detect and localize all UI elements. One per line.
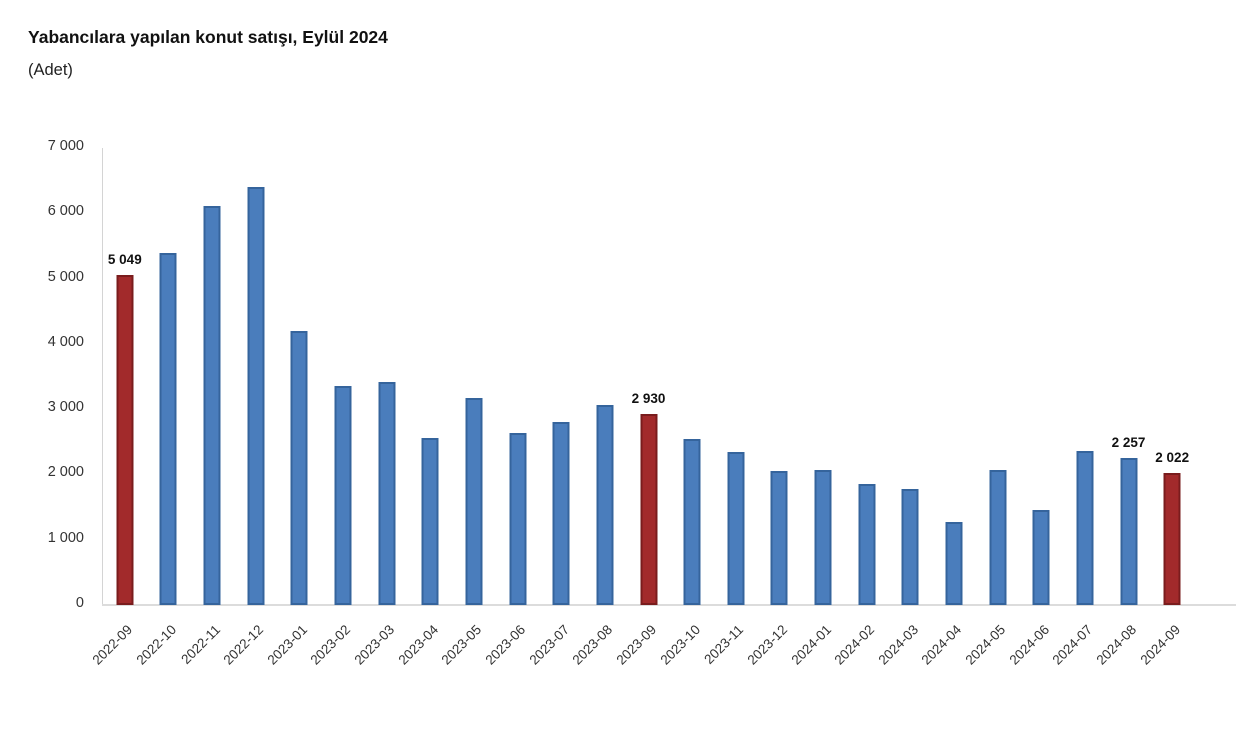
- bar-slot-2023-12: 2023-12: [744, 148, 802, 668]
- bar-2024-03: [901, 489, 919, 605]
- value-label-2024-08: 2 257: [1111, 435, 1146, 450]
- x-tick-label-2023-11: 2023-11: [701, 622, 747, 667]
- bar-slot-2024-09: 2 022 2024-09: [1137, 148, 1194, 668]
- x-tick-label-2024-09: 2024-09: [1137, 622, 1183, 668]
- bar-2022-11: [203, 206, 221, 605]
- x-tick-label-2022-09: 2022-09: [89, 622, 136, 668]
- x-tick-label-2023-05: 2023-05: [438, 622, 485, 668]
- value-label-2024-09: 2 022: [1155, 450, 1190, 465]
- x-tick-label-2023-03: 2023-03: [351, 622, 398, 668]
- chart-title: Yabancılara yapılan konut satışı, Eylül …: [28, 27, 388, 47]
- bar-slot-2024-02: 2024-02: [832, 148, 889, 668]
- bar-slot-2023-02: 2023-02: [308, 148, 365, 668]
- bar-slot-2022-11: 2022-11: [178, 148, 234, 667]
- x-tick-label-2023-06: 2023-06: [482, 622, 529, 668]
- y-tick-label: 4 000: [47, 333, 84, 350]
- bar-slot-2023-05: 2023-05: [439, 148, 496, 668]
- x-tick-label-2023-04: 2023-04: [395, 622, 441, 668]
- bar-2022-10: [159, 253, 177, 605]
- y-tick-label: 5 000: [47, 268, 84, 285]
- bar-2024-05: [989, 470, 1007, 605]
- chart-subtitle: (Adet): [28, 61, 73, 79]
- bar-2024-07: [1076, 451, 1094, 605]
- bar-2023-07: [552, 422, 570, 605]
- bar-slot-2023-06: 2023-06: [483, 148, 540, 668]
- x-tick-label-2024-02: 2024-02: [831, 622, 878, 668]
- y-axis-line: [102, 148, 103, 605]
- bar-2023-04: [421, 438, 439, 605]
- bar-slot-2024-07: 2024-07: [1050, 148, 1107, 668]
- bar-slot-2024-04: 2024-04: [919, 148, 976, 668]
- y-tick-label: 1 000: [47, 529, 84, 546]
- bar-2024-01: [814, 470, 832, 605]
- bar-slot-2023-08: 2023-08: [570, 148, 627, 668]
- x-tick-label-2022-12: 2022-12: [220, 622, 267, 668]
- x-tick-label-2024-08: 2024-08: [1093, 622, 1140, 668]
- bar-slot-2024-08: 2 257 2024-08: [1094, 148, 1151, 668]
- y-tick-label: 3 000: [47, 399, 84, 416]
- bar-2022-12: [247, 187, 265, 605]
- bar-slot-2023-04: 2023-04: [395, 148, 452, 668]
- bar-2023-11: [727, 452, 745, 605]
- y-tick-label: 2 000: [47, 464, 84, 481]
- bar-slot-2022-09: 5 049 2022-09: [90, 148, 147, 668]
- x-tick-label-2023-10: 2023-10: [657, 622, 703, 668]
- bar-slot-2024-06: 2024-06: [1006, 148, 1063, 668]
- bar-2023-05: [465, 398, 483, 605]
- bar-slot-2023-09: 2 930 2023-09: [613, 148, 671, 668]
- bar-2023-02: [334, 386, 352, 605]
- x-tick-label-2023-02: 2023-02: [307, 622, 354, 668]
- bar-2023-08: [596, 405, 614, 605]
- bar-series: 5 049 2022-09 2022-10 2022-11 2022-12 2023-01…: [90, 148, 1194, 668]
- bar-slot-2022-10: 2022-10: [133, 148, 191, 668]
- highlighted-bar-2023-09: [640, 414, 657, 605]
- bar-slot-2023-03: 2023-03: [352, 148, 409, 668]
- x-tick-label-2024-06: 2024-06: [1006, 622, 1052, 668]
- bar-slot-2023-07: 2023-07: [526, 148, 583, 668]
- x-tick-label-2024-03: 2024-03: [875, 622, 921, 668]
- x-tick-label-2024-04: 2024-04: [918, 622, 965, 668]
- bar-2024-08: [1120, 458, 1138, 605]
- bar-slot-2024-05: 2024-05: [963, 148, 1020, 668]
- bar-2024-02: [858, 484, 876, 605]
- y-tick-label: 7 000: [47, 138, 84, 154]
- value-label-2023-09: 2 930: [631, 391, 666, 406]
- bar-2023-12: [770, 471, 788, 605]
- bar-2023-01: [290, 331, 308, 605]
- bar-slot-2022-12: 2022-12: [221, 148, 278, 668]
- y-tick-label: 6 000: [47, 203, 84, 220]
- x-axis-baseline: [102, 604, 1236, 606]
- bar-2024-06: [1032, 510, 1050, 605]
- value-label-2022-09: 5 049: [107, 252, 142, 267]
- x-tick-label-2023-01: 2023-01: [264, 622, 310, 668]
- highlighted-bar-2024-09: [1163, 473, 1181, 605]
- bar-slot-2024-01: 2024-01: [788, 148, 845, 668]
- bar-2023-03: [378, 382, 396, 605]
- x-tick-label-2024-07: 2024-07: [1049, 622, 1096, 668]
- x-tick-label-2023-09: 2023-09: [613, 622, 660, 668]
- x-tick-label-2023-12: 2023-12: [744, 622, 791, 668]
- bar-slot-2023-11: 2023-11: [701, 148, 758, 667]
- x-tick-label-2024-01: 2024-01: [788, 622, 834, 668]
- bar-slot-2023-01: 2023-01: [264, 148, 322, 668]
- x-tick-label-2022-10: 2022-10: [133, 622, 180, 668]
- x-tick-label-2022-11: 2022-11: [177, 622, 223, 667]
- x-tick-label-2024-05: 2024-05: [962, 622, 1009, 668]
- highlighted-bar-2022-09: [116, 275, 134, 605]
- bar-slot-2024-03: 2024-03: [875, 148, 933, 668]
- bar-2023-06: [509, 433, 527, 605]
- bar-2023-10: [683, 439, 701, 605]
- bar-slot-2023-10: 2023-10: [657, 148, 714, 668]
- bar-2024-04: [945, 522, 963, 605]
- x-tick-label-2023-07: 2023-07: [526, 622, 572, 668]
- y-tick-label: 0: [75, 595, 84, 611]
- x-tick-label-2023-08: 2023-08: [569, 622, 616, 668]
